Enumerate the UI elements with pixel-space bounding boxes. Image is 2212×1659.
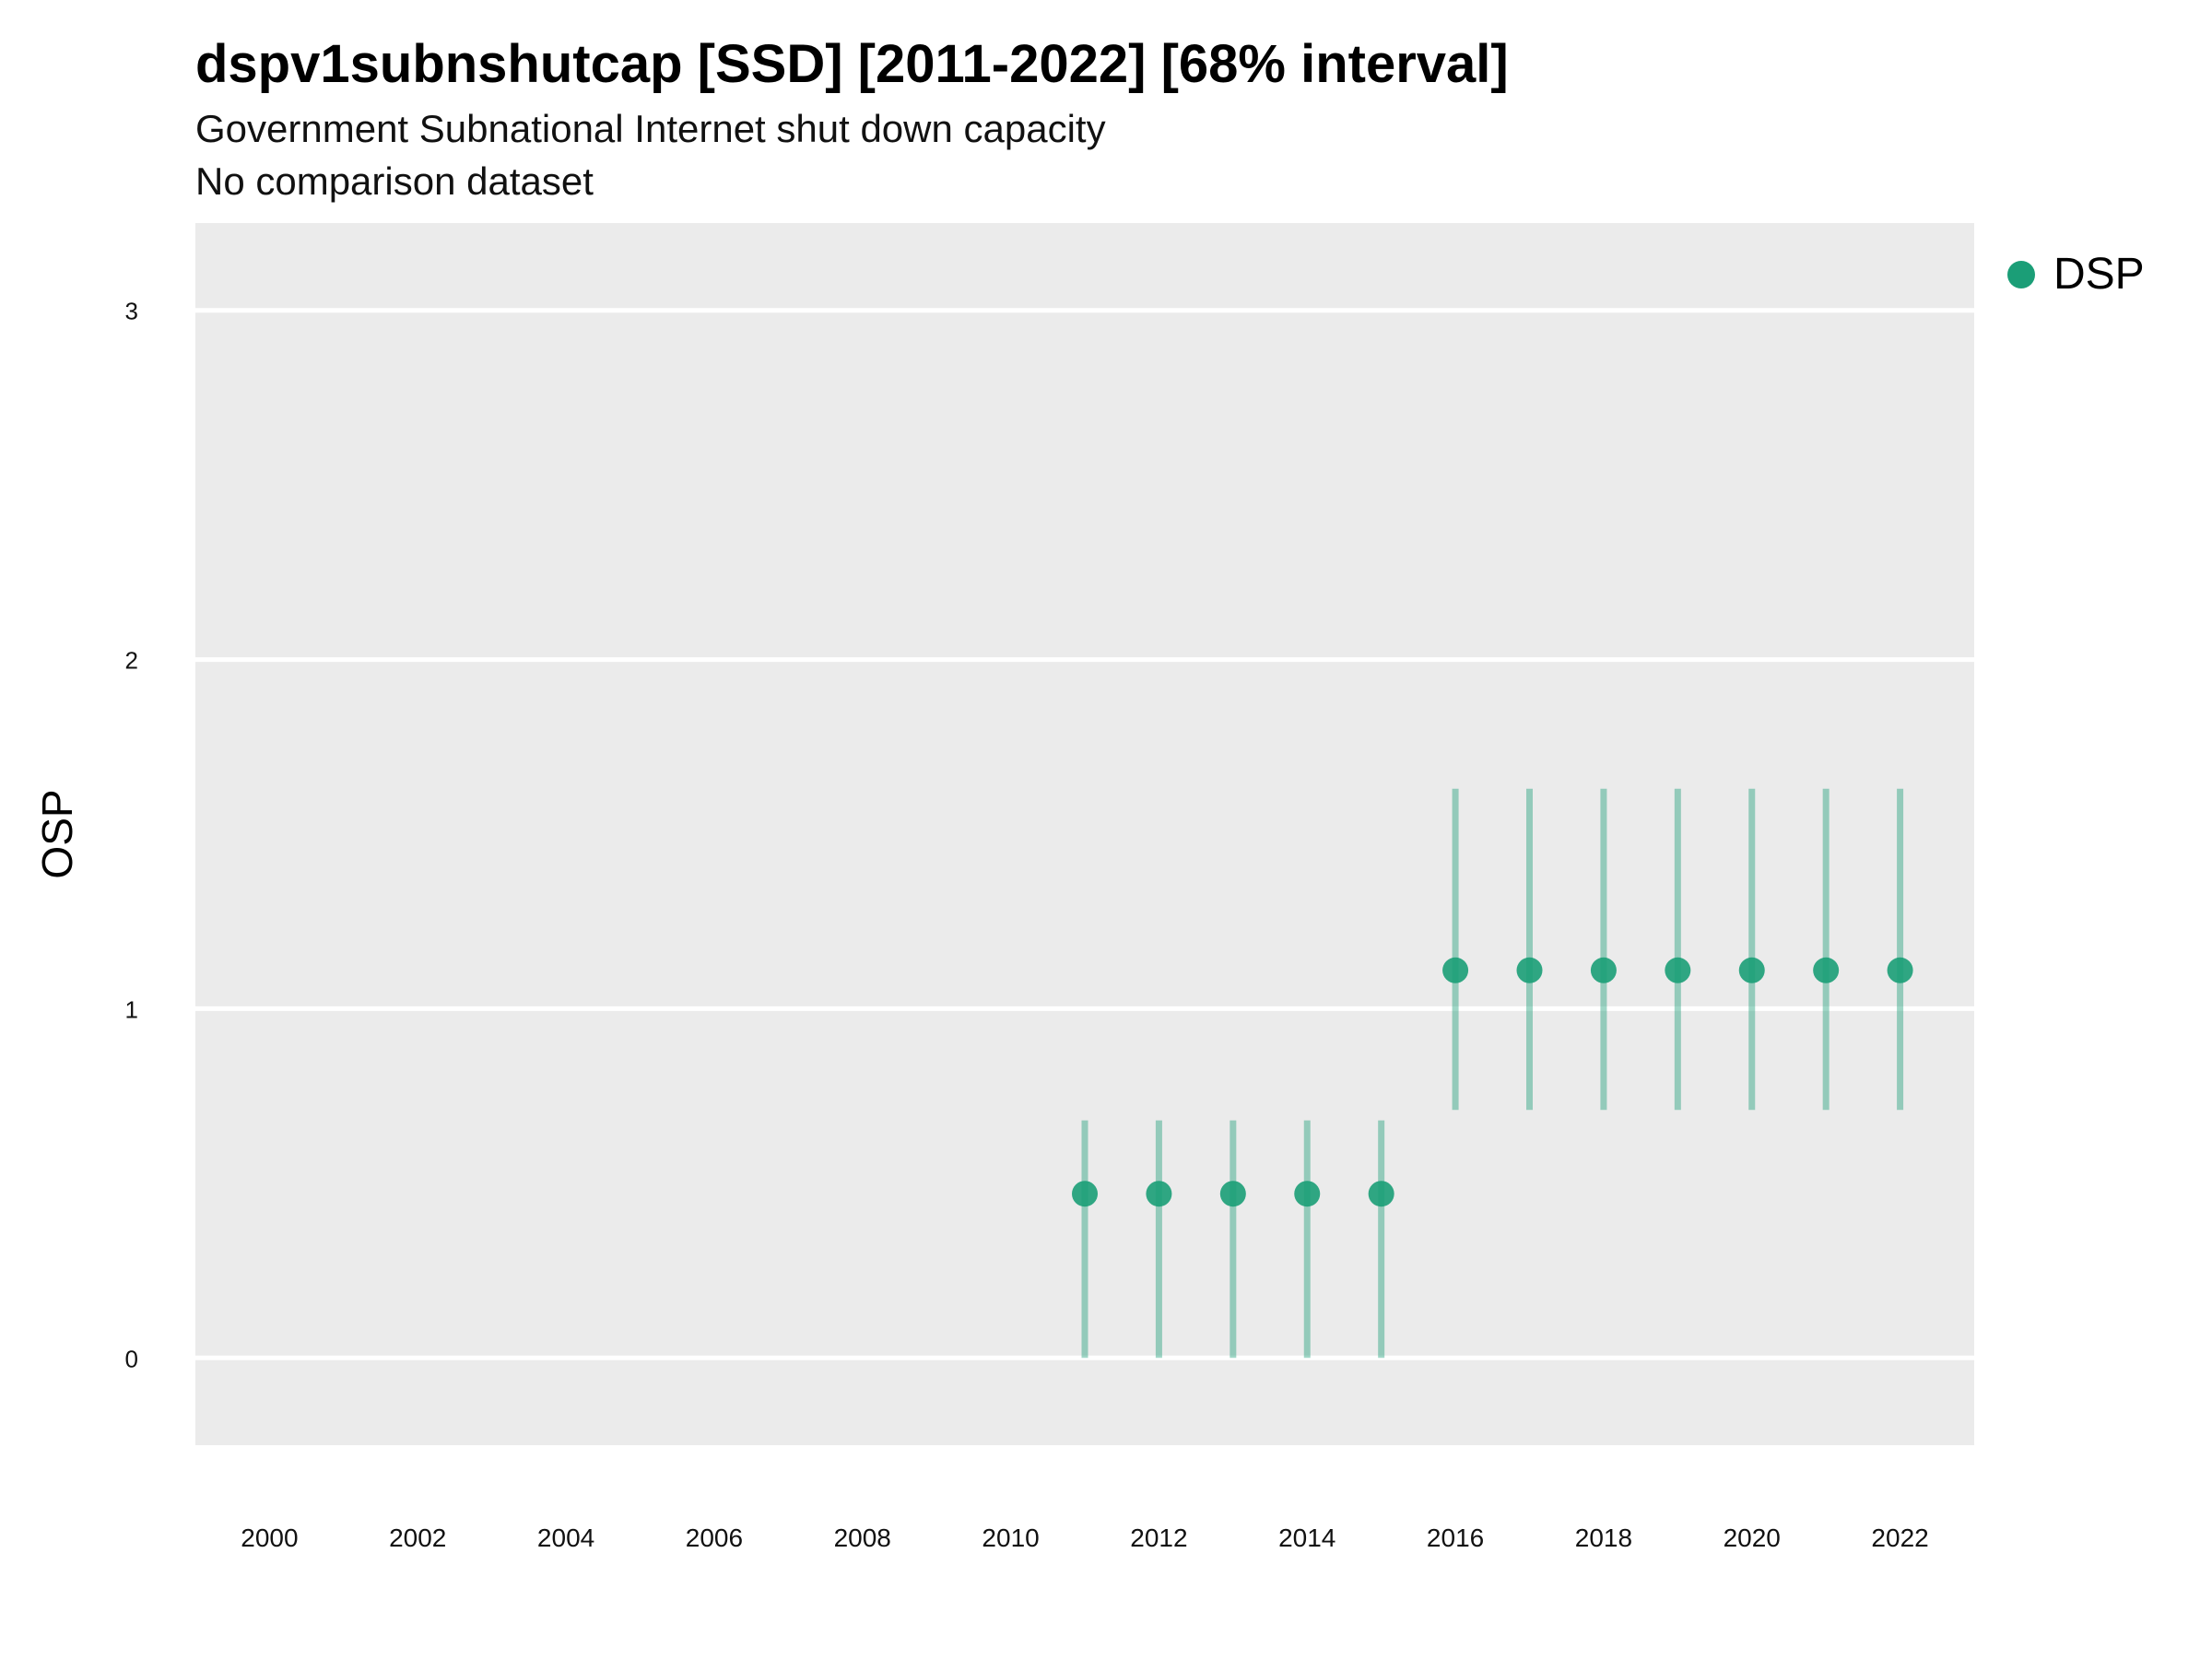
chart-caption: No comparison dataset: [195, 159, 594, 203]
y-tick-label: 3: [125, 298, 138, 325]
x-tick-label: 2010: [982, 1524, 1039, 1552]
chart-subtitle: Government Subnational Internet shut dow…: [195, 107, 1106, 150]
x-tick-label: 2016: [1427, 1524, 1484, 1552]
data-points: [1072, 957, 1913, 1207]
legend-marker-dsp: [2007, 260, 2035, 288]
x-tick-label: 2020: [1724, 1524, 1781, 1552]
gridlines: [195, 308, 1974, 1360]
plot-panel: [195, 223, 1974, 1445]
error-bars: [1081, 788, 1904, 1359]
x-tick-label: 2000: [241, 1524, 298, 1552]
y-tick-label: 0: [125, 1345, 138, 1372]
x-tick-label: 2022: [1871, 1524, 1928, 1552]
x-tick-labels: 2000 2002 2004 2006 2008 2010 2012 2014 2016 2018…: [241, 1524, 1928, 1552]
data-point: [1146, 1181, 1172, 1207]
legend-label-dsp: DSP: [2053, 250, 2145, 299]
data-point: [1219, 1181, 1246, 1207]
data-point: [1072, 1181, 1098, 1207]
data-point: [1294, 1181, 1321, 1207]
x-tick-label: 2004: [537, 1524, 594, 1552]
data-point: [1590, 957, 1617, 983]
x-tick-label: 2006: [686, 1524, 743, 1552]
y-tick-label: 2: [125, 647, 138, 675]
y-tick-labels: 0 1 2 3: [125, 298, 138, 1373]
y-tick-label: 1: [125, 995, 138, 1023]
chart-title: dspv1subnshutcap [SSD] [2011-2022] [68% …: [195, 34, 1509, 94]
data-point: [1442, 957, 1469, 983]
x-tick-label: 2018: [1575, 1524, 1632, 1552]
y-axis-label: OSP: [33, 789, 81, 878]
x-tick-label: 2014: [1278, 1524, 1335, 1552]
data-point: [1516, 957, 1543, 983]
x-tick-label: 2002: [389, 1524, 446, 1552]
legend: DSP: [2007, 249, 2145, 300]
data-point: [1887, 957, 1913, 983]
data-point: [1368, 1181, 1394, 1207]
x-tick-label: 2012: [1130, 1524, 1187, 1552]
x-tick-label: 2008: [834, 1524, 891, 1552]
data-point: [1665, 957, 1691, 983]
data-point: [1813, 957, 1840, 983]
data-point: [1738, 957, 1765, 983]
